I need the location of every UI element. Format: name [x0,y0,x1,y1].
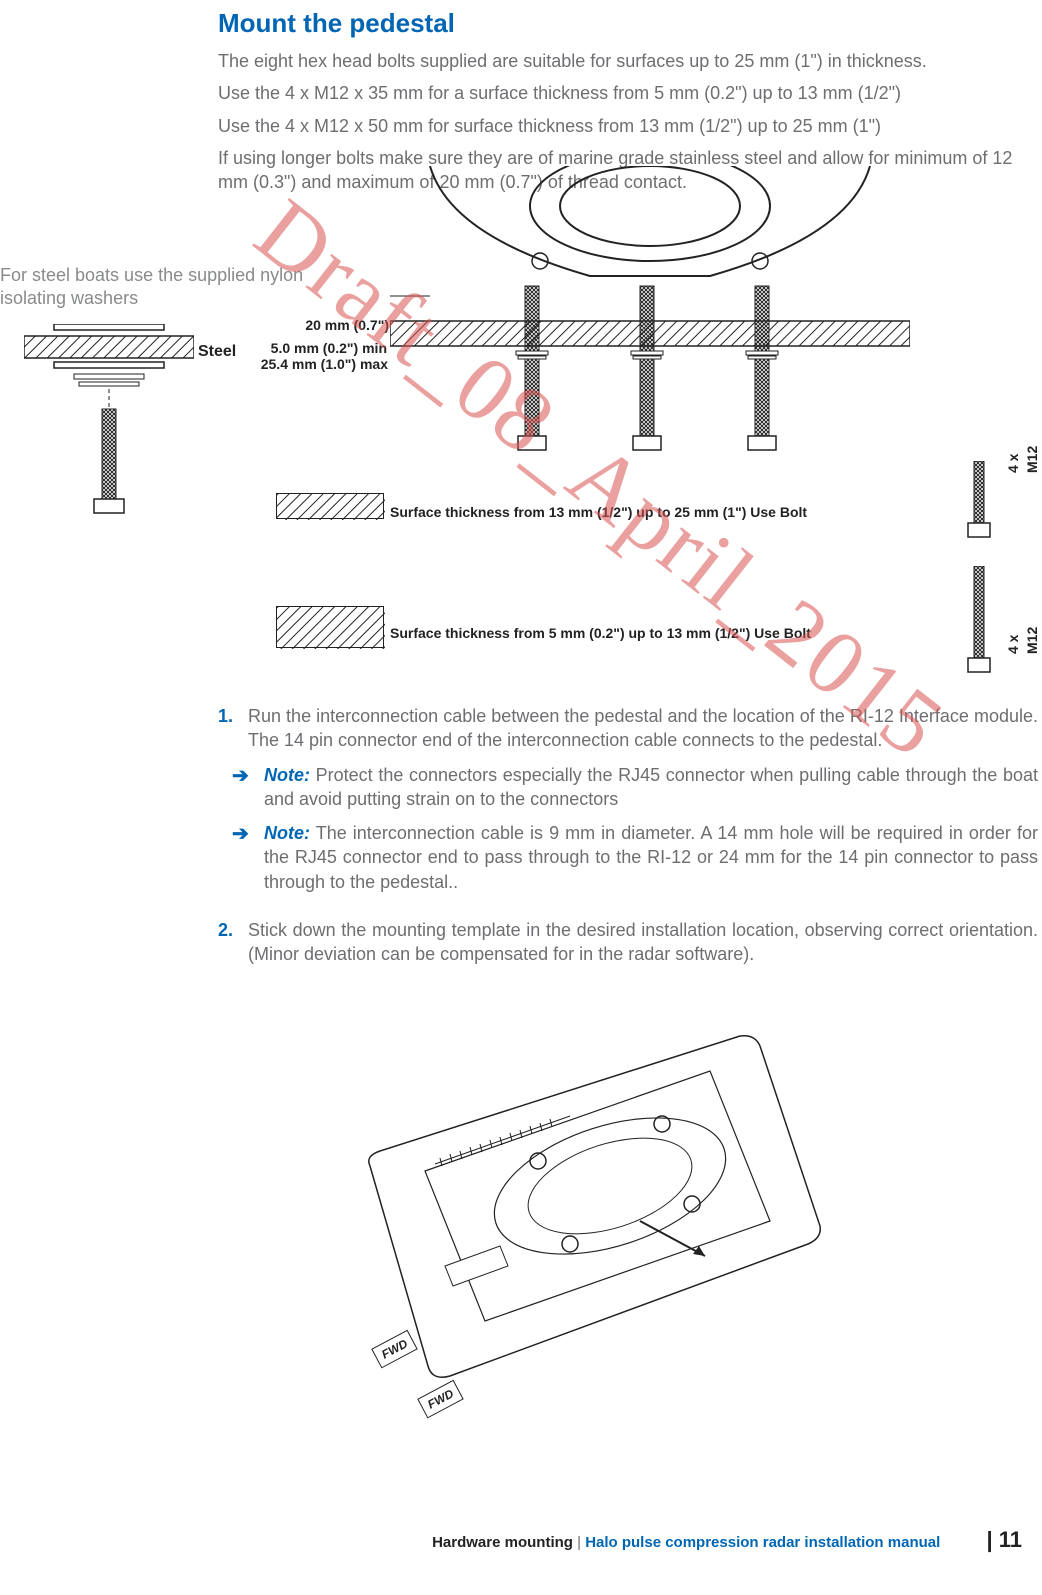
step-2-text: Stick down the mounting template in the … [248,918,1038,967]
intro-p3: Use the 4 x M12 x 50 mm for surface thic… [218,114,1037,138]
step-1-text: Run the interconnection cable between th… [248,704,1038,753]
footer-page: | 11 [986,1527,1022,1552]
mounting-template-diagram: FWD FWD [310,1016,830,1436]
spec-text-35mm: Surface thickness from 5 mm (0.2") up to… [390,624,960,643]
note-2-body: Note: The interconnection cable is 9 mm … [264,821,1038,894]
note-label: Note: [264,823,310,843]
step-1-number: 1. [218,704,248,753]
note-1-text: Protect the connectors especially the RJ… [264,765,1038,809]
intro-p1: The eight hex head bolts supplied are su… [218,49,1037,73]
step-2-number: 2. [218,918,248,967]
footer-title: Halo pulse compression radar installatio… [585,1534,940,1551]
bolt-label-35mm: 4 x M12 x 35 mm [1004,435,1042,473]
spec-box-35mm [276,606,384,648]
note-label: Note: [264,765,310,785]
bolt-icon-35mm [964,461,994,541]
dim-20mm-label: 20 mm (0.7") [304,316,389,335]
page-prefix: | [986,1527,998,1552]
side-note: For steel boats use the supplied nylon i… [0,264,315,311]
footer-section: Hardware mounting [432,1534,573,1551]
spec-text-50mm: Surface thickness from 13 mm (1/2") up t… [390,503,960,522]
note-2: ➔ Note: The interconnection cable is 9 m… [232,821,1038,894]
page-footer: Hardware mounting | Halo pulse compressi… [0,1525,1022,1555]
bolt-icon-50mm [964,566,994,676]
note-1-body: Note: Protect the connectors especially … [264,763,1038,812]
washer-diagram [24,324,194,524]
bolt-label-50mm: 4 x M12 x 50 mm [1004,616,1042,654]
arrow-icon: ➔ [232,763,264,812]
intro-p2: Use the 4 x M12 x 35 mm for a surface th… [218,81,1037,105]
spec-box-50mm [276,493,384,519]
note-2-text: The interconnection cable is 9 mm in dia… [264,823,1038,892]
arrow-icon: ➔ [232,821,264,894]
page-number: 11 [999,1527,1022,1552]
page-heading: Mount the pedestal [218,6,1042,41]
steel-label: Steel [198,341,236,363]
step-2: 2. Stick down the mounting template in t… [218,918,1038,967]
step-1: 1. Run the interconnection cable between… [218,704,1038,753]
steps-block: 1. Run the interconnection cable between… [218,704,1038,977]
footer-sep: | [573,1534,585,1551]
dim-max-label: 25.4 mm (1.0") max [256,355,388,374]
note-1: ➔ Note: Protect the connectors especiall… [232,763,1038,812]
pedestal-mounting-diagram [390,166,910,456]
